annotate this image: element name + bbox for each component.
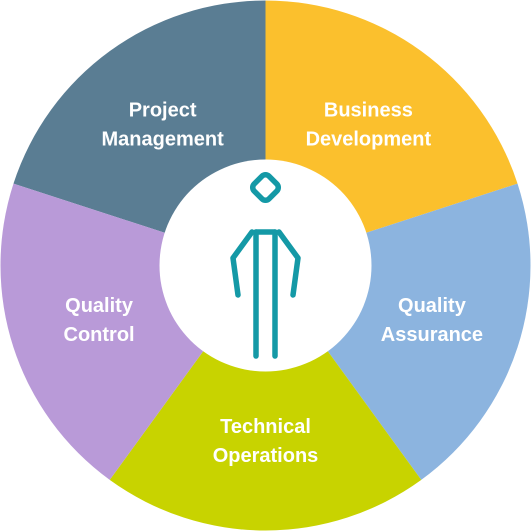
label-line: Management <box>102 128 225 150</box>
label-quality-assurance: Quality Assurance <box>381 295 483 346</box>
label-line: Quality <box>65 295 134 317</box>
label-technical-operations: Technical Operations <box>213 416 319 467</box>
segment-technical-operations <box>109 265 422 531</box>
center-circle <box>159 159 372 372</box>
label-line: Development <box>306 128 432 150</box>
person-icon <box>230 171 301 359</box>
label-quality-control: Quality Control <box>64 295 135 346</box>
label-line: Technical <box>220 416 311 438</box>
label-business-development: Business Development <box>306 99 432 150</box>
label-line: Control <box>64 324 135 346</box>
label-line: Operations <box>213 445 319 467</box>
label-line: Assurance <box>381 324 483 346</box>
label-line: Quality <box>398 295 467 317</box>
segment-labels: Project Management Business Development Qual… <box>64 99 484 467</box>
label-line: Project <box>129 99 197 121</box>
label-line: Business <box>324 99 413 121</box>
label-project-management: Project Management <box>102 99 225 150</box>
